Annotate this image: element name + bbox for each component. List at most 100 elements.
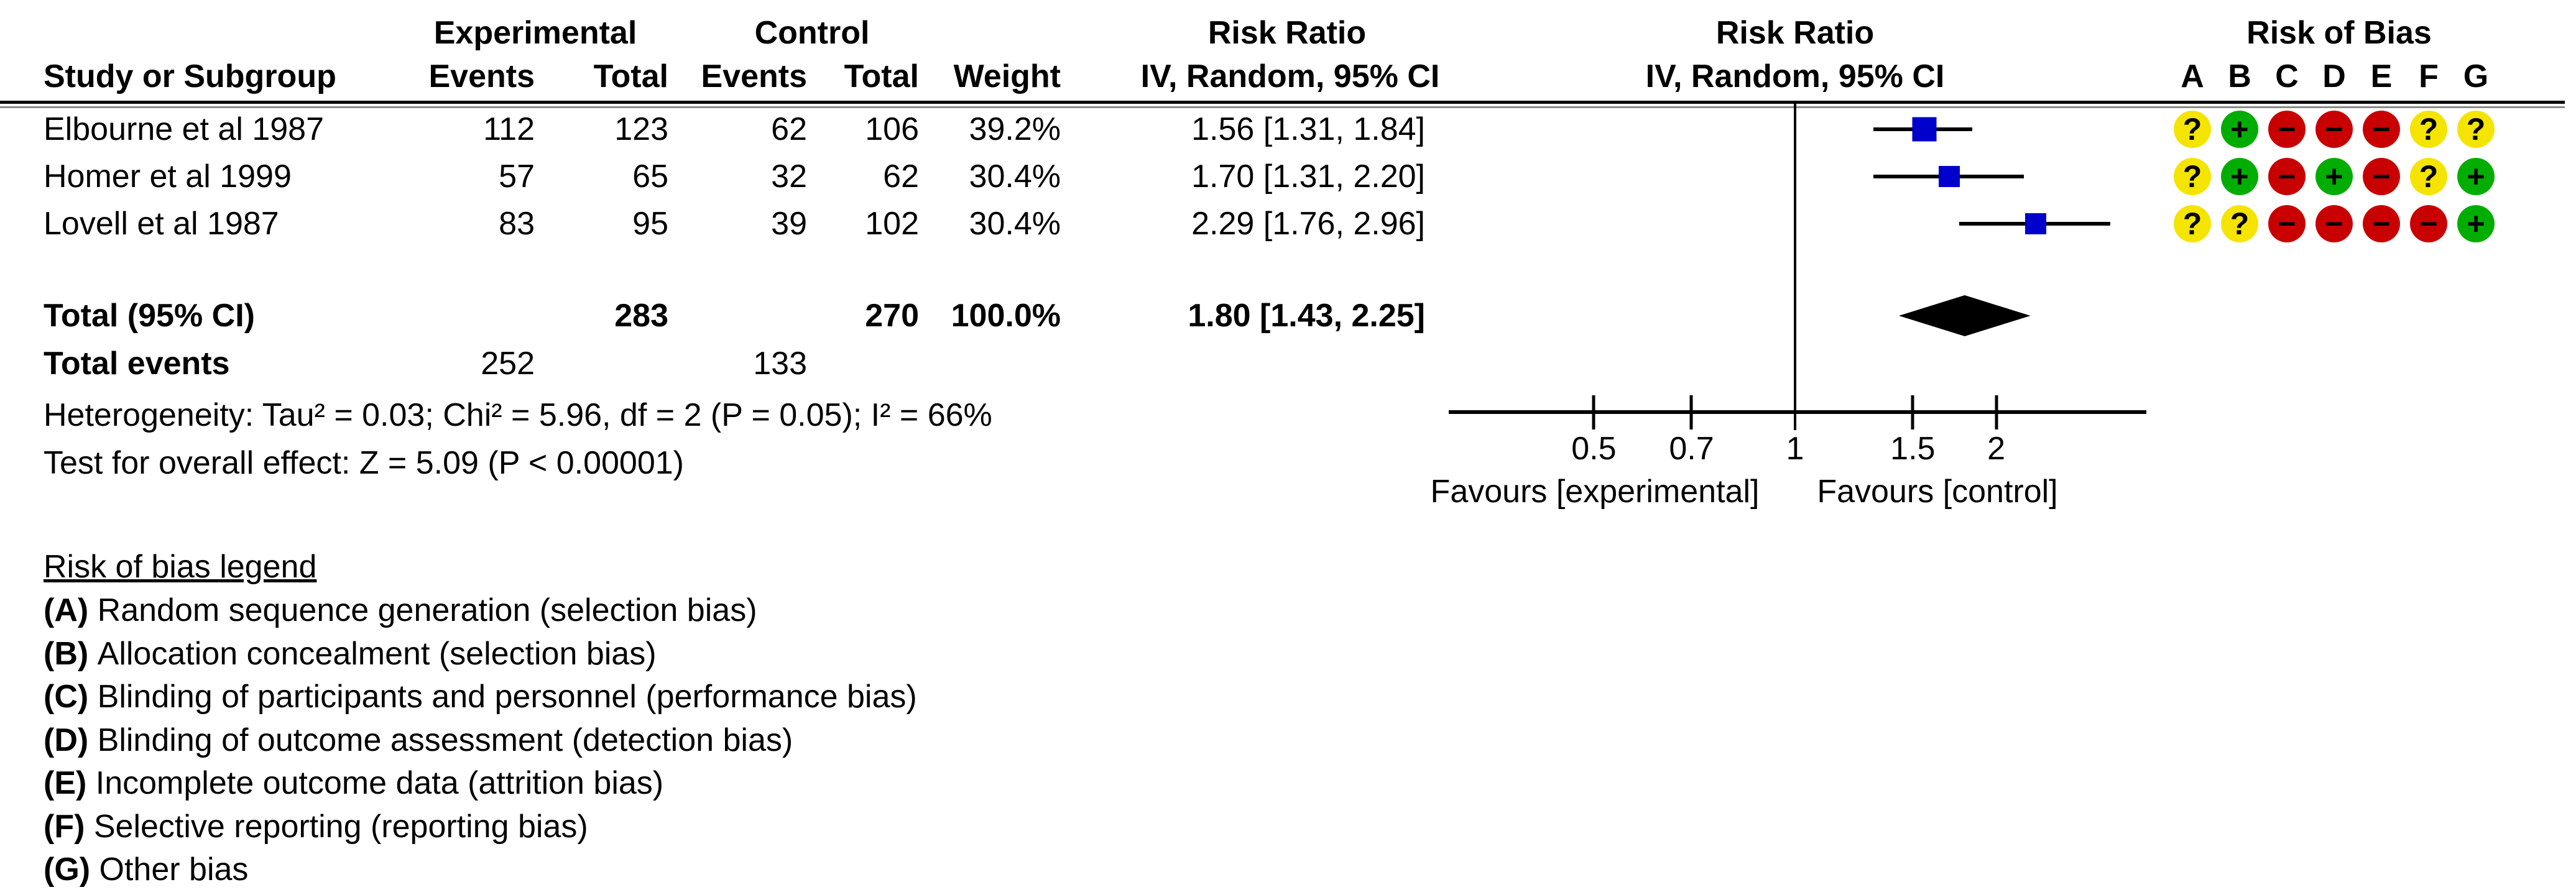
rob-legend-item-key: (C): [44, 679, 98, 715]
rob-unclear-icon: ?: [2457, 111, 2495, 148]
favours-right-label: Favours [control]: [1817, 474, 2058, 510]
rob-high-icon: −: [2363, 205, 2400, 242]
weight-value: 30.4%: [969, 158, 1061, 195]
events-ctrl-value: 39: [771, 206, 807, 242]
axis-tick: [1592, 395, 1595, 429]
group-header-risk-ratio-plot: Risk Ratio: [1715, 15, 1875, 51]
rob-legend-item: (F) Selective reporting (reporting bias): [44, 810, 588, 843]
rob-legend-item-key: (B): [44, 635, 98, 672]
pooled-diamond: [1898, 295, 2031, 336]
study-name: Homer et al 1999: [44, 158, 292, 195]
rob-unclear-icon: ?: [2174, 205, 2211, 242]
rob-unclear-icon: ?: [2221, 205, 2258, 242]
total-ctrl-value: 106: [865, 111, 919, 147]
rob-legend-item-key: (A): [44, 592, 98, 628]
risk-ratio-ci-value: 1.70 [1.31, 2.20]: [1191, 158, 1425, 195]
effect-square: [1912, 117, 1937, 142]
rob-high-icon: −: [2268, 205, 2306, 242]
events-exp-value: 57: [499, 158, 535, 195]
axis-tick-label: 0.7: [1669, 431, 1714, 467]
rob-high-icon: −: [2315, 111, 2353, 148]
group-header-control: Control: [754, 15, 870, 51]
total-exp-value: 65: [632, 158, 668, 195]
rob-high-icon: −: [2315, 205, 2353, 242]
rob-legend-item-key: (G): [44, 851, 99, 888]
total-row-label: Total (95% CI): [44, 298, 255, 334]
rob-legend-item-text: Blinding of participants and personnel (…: [97, 679, 917, 715]
rob-low-icon: +: [2457, 205, 2495, 242]
events-ctrl-value: 32: [771, 158, 807, 195]
total-weight-value: 100.0%: [951, 298, 1061, 334]
rob-letter-header: G: [2463, 58, 2489, 94]
weight-value: 30.4%: [969, 206, 1061, 242]
group-header-experimental: Experimental: [433, 15, 637, 51]
col-header-events-exp: Events: [428, 58, 535, 94]
rob-letter-header: B: [2228, 58, 2251, 94]
rob-high-icon: −: [2363, 158, 2400, 195]
total-ctrl-value: 270: [865, 298, 919, 334]
rob-legend-item: (B) Allocation concealment (selection bi…: [44, 638, 657, 670]
rob-legend-item: (A) Random sequence generation (selectio…: [44, 594, 757, 626]
risk-ratio-ci-value: 2.29 [1.76, 2.96]: [1191, 206, 1425, 242]
header-rule-top: [0, 101, 2565, 104]
rob-low-icon: +: [2457, 158, 2495, 195]
rob-unclear-icon: ?: [2174, 111, 2211, 148]
rob-letter-header: F: [2419, 58, 2439, 94]
plot-null-line: [1794, 104, 1796, 430]
rob-legend-item: (C) Blinding of participants and personn…: [44, 681, 917, 713]
study-name: Lovell et al 1987: [44, 206, 279, 242]
col-header-events-ctrl: Events: [701, 58, 807, 94]
total-rr-value: 1.80 [1.43, 2.25]: [1188, 298, 1425, 334]
total-ctrl-value: 102: [865, 206, 919, 242]
total-ctrl-value: 62: [883, 158, 919, 195]
total-events-label: Total events: [44, 346, 230, 382]
col-header-weight: Weight: [953, 58, 1061, 94]
rob-legend-item-text: Other bias: [99, 851, 249, 888]
rob-unclear-icon: ?: [2410, 158, 2447, 195]
overall-effect-stats: Test for overall effect: Z = 5.09 (P < 0…: [44, 445, 684, 481]
col-header-ci-text: IV, Random, 95% CI: [1140, 58, 1440, 94]
rob-legend-item: (D) Blinding of outcome assessment (dete…: [44, 724, 793, 756]
rob-unclear-icon: ?: [2410, 111, 2447, 148]
col-header-total-exp: Total: [593, 58, 668, 94]
rob-legend-title: Risk of bias legend: [44, 549, 317, 585]
col-header-study: Study or Subgroup: [44, 58, 336, 94]
rob-legend-item-text: Blinding of outcome assessment (detectio…: [97, 722, 793, 758]
rob-legend-item: (E) Incomplete outcome data (attrition b…: [44, 767, 663, 799]
rob-high-icon: −: [2268, 158, 2306, 195]
total-exp-value: 123: [614, 111, 668, 147]
rob-letter-header: C: [2275, 58, 2299, 94]
axis-tick: [1995, 395, 1998, 429]
rob-letter-header: D: [2322, 58, 2346, 94]
total-events-ctrl: 133: [753, 346, 807, 382]
effect-square: [2024, 213, 2046, 234]
weight-value: 39.2%: [969, 111, 1061, 147]
study-name: Elbourne et al 1987: [44, 111, 325, 147]
rob-legend-item-text: Selective reporting (reporting bias): [93, 808, 588, 845]
total-exp-value: 283: [614, 298, 668, 334]
rob-legend-item-text: Random sequence generation (selection bi…: [97, 592, 757, 628]
rob-high-icon: −: [2268, 111, 2306, 148]
rob-letter-header: A: [2181, 58, 2204, 94]
rob-legend-item-key: (D): [44, 722, 98, 758]
axis-tick-label: 1: [1786, 431, 1804, 467]
events-exp-value: 83: [499, 206, 535, 242]
axis-tick-label: 0.5: [1571, 431, 1617, 467]
effect-square: [1938, 166, 1960, 187]
rob-legend-item-text: Incomplete outcome data (attrition bias): [95, 765, 664, 801]
favours-left-label: Favours [experimental]: [1430, 474, 1760, 510]
col-header-ci-plot: IV, Random, 95% CI: [1645, 58, 1945, 94]
group-header-risk-of-bias: Risk of Bias: [2246, 15, 2432, 51]
total-exp-value: 95: [632, 206, 668, 242]
events-exp-value: 112: [483, 111, 535, 147]
rob-legend-item: (G) Other bias: [44, 853, 248, 886]
rob-letter-header: E: [2370, 58, 2393, 94]
header-rule-bottom: [0, 106, 2565, 108]
risk-ratio-ci-value: 1.56 [1.31, 1.84]: [1191, 111, 1425, 147]
rob-low-icon: +: [2221, 111, 2258, 148]
heterogeneity-stats: Heterogeneity: Tau² = 0.03; Chi² = 5.96,…: [44, 397, 992, 433]
rob-high-icon: −: [2363, 111, 2400, 148]
total-events-exp: 252: [481, 346, 535, 382]
group-header-risk-ratio-text: Risk Ratio: [1207, 15, 1367, 51]
